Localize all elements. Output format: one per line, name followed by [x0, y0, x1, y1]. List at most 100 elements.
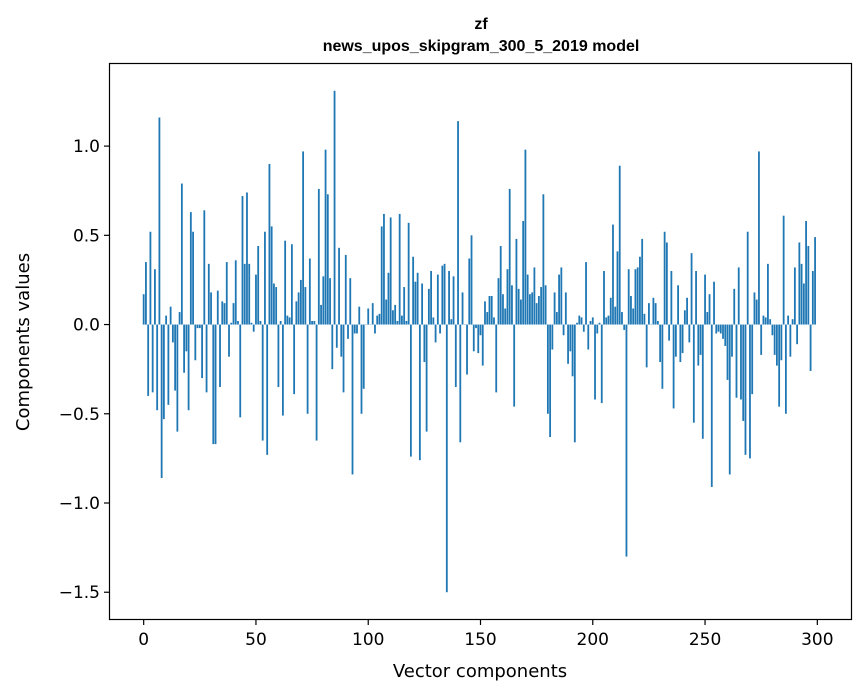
bar	[758, 151, 760, 325]
x-tick-label: 50	[245, 630, 267, 650]
bar	[315, 324, 318, 441]
bar	[603, 271, 605, 325]
bar	[692, 324, 695, 423]
bar	[706, 312, 709, 325]
bar	[401, 315, 403, 325]
bar	[443, 263, 446, 325]
bar	[398, 213, 401, 325]
bar	[546, 324, 549, 414]
bar	[228, 324, 230, 357]
bar	[623, 324, 626, 330]
bar	[427, 288, 430, 325]
bar	[441, 265, 444, 325]
bar	[266, 324, 269, 455]
bar	[457, 121, 459, 325]
bar	[809, 324, 812, 371]
bar	[811, 271, 814, 325]
bar	[241, 196, 244, 325]
y-tick-label: −0.5	[59, 405, 100, 425]
bar	[239, 324, 242, 418]
bar	[663, 231, 666, 325]
bar	[207, 263, 210, 325]
bar	[731, 324, 733, 357]
bar	[257, 246, 260, 325]
bar	[722, 324, 724, 339]
bar	[261, 324, 264, 441]
bar	[677, 285, 679, 325]
bar	[353, 324, 356, 334]
bar	[697, 324, 700, 366]
bar	[344, 254, 347, 325]
bar	[652, 297, 655, 325]
bar	[268, 163, 271, 325]
bar	[405, 320, 408, 325]
bar	[551, 324, 554, 350]
bar	[596, 324, 599, 334]
bar	[614, 306, 617, 325]
bar	[484, 301, 486, 325]
bar	[174, 324, 177, 391]
bar	[713, 281, 715, 325]
bar	[495, 324, 498, 393]
bar	[791, 319, 794, 325]
bar	[468, 258, 471, 325]
bar	[807, 246, 810, 325]
bar	[232, 303, 235, 325]
bar	[259, 320, 262, 325]
bar	[553, 292, 556, 325]
x-tick-label: 0	[138, 630, 149, 650]
x-tick-label: 100	[352, 630, 384, 650]
bar	[630, 295, 632, 325]
bar	[149, 231, 152, 325]
bar	[450, 319, 453, 325]
bar	[194, 324, 197, 361]
bar	[555, 312, 558, 325]
bar	[250, 322, 253, 325]
bar	[192, 231, 194, 325]
bar	[481, 324, 484, 366]
bars-group	[142, 90, 816, 593]
bar	[504, 308, 507, 325]
bar	[378, 313, 381, 325]
chart-title: zf	[474, 16, 488, 33]
bar	[643, 313, 646, 325]
bar	[587, 324, 590, 350]
bar	[432, 317, 435, 325]
bar	[308, 258, 311, 325]
bar	[767, 263, 769, 325]
bar	[396, 320, 399, 325]
bar	[374, 324, 376, 334]
bar	[497, 278, 500, 325]
bar	[376, 315, 379, 325]
bar	[201, 324, 203, 379]
bar	[306, 324, 309, 414]
bar	[746, 231, 749, 325]
bar	[508, 188, 511, 325]
bar	[333, 90, 336, 325]
bar	[470, 235, 473, 325]
bar	[782, 215, 785, 325]
bar	[486, 312, 489, 325]
bar	[567, 324, 569, 364]
bar	[690, 253, 693, 325]
bar	[302, 151, 305, 325]
bar	[616, 251, 619, 325]
bar	[744, 324, 747, 455]
bar	[704, 274, 706, 325]
bar	[668, 324, 671, 341]
bar	[326, 194, 329, 325]
bar	[297, 292, 300, 325]
x-tick-label: 200	[577, 630, 609, 650]
bar	[589, 320, 592, 325]
bar	[169, 306, 172, 325]
bar	[719, 324, 722, 334]
bar	[625, 324, 628, 557]
bar	[380, 226, 383, 325]
bar	[183, 324, 185, 373]
bar	[621, 312, 623, 325]
chart-subtitle: news_upos_skipgram_300_5_2019 model	[323, 38, 640, 55]
bar	[526, 274, 529, 325]
bar	[513, 324, 516, 407]
bar	[311, 320, 313, 325]
